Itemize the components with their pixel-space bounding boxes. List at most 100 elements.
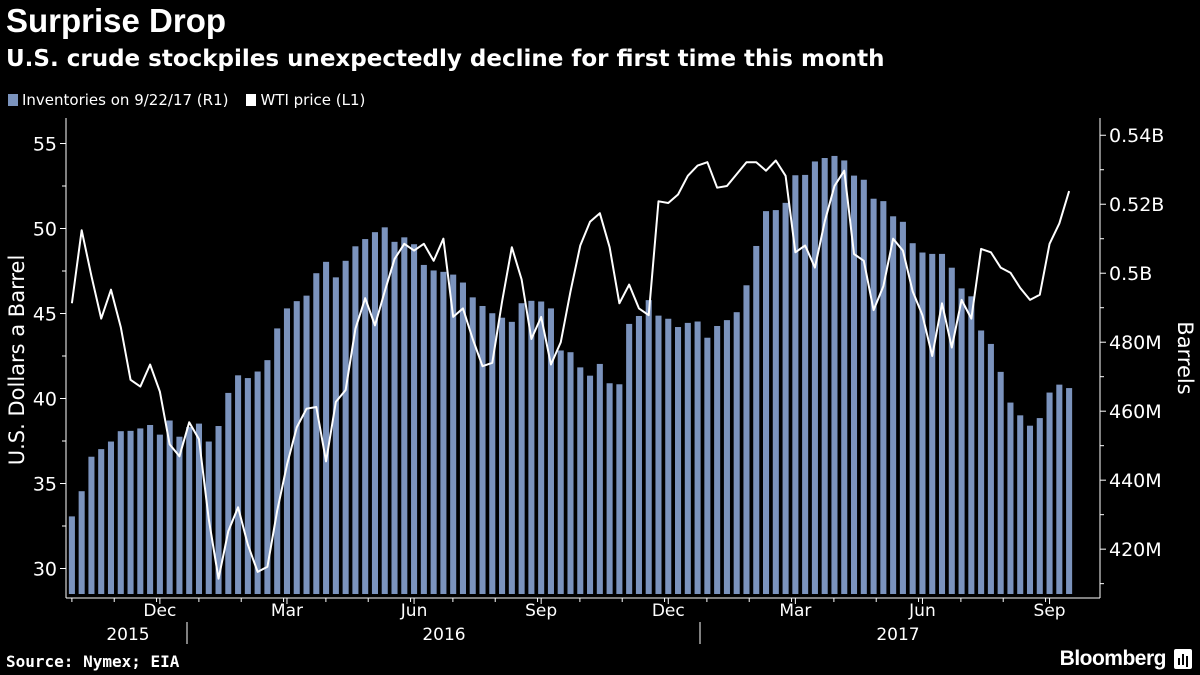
inventory-bar	[802, 174, 809, 594]
inventory-bar	[743, 285, 750, 594]
inventory-bar	[127, 430, 134, 594]
inventory-bar	[107, 441, 115, 594]
inventory-bar	[459, 282, 466, 594]
inventory-bar	[753, 245, 760, 594]
y-left-tick-label: 40	[33, 389, 57, 411]
x-year-label: 2016	[422, 625, 465, 645]
inventory-bar	[733, 312, 740, 594]
inventory-bar	[821, 158, 828, 594]
inventory-bar	[518, 303, 525, 594]
x-month-label: Jun	[400, 601, 428, 621]
inventory-bar	[929, 253, 936, 594]
inventory-bar	[1066, 388, 1073, 594]
inventory-bar	[860, 179, 867, 595]
inventory-bar	[684, 322, 691, 594]
inventory-bar	[332, 277, 339, 594]
inventory-bar	[782, 202, 789, 594]
inventory-bar	[723, 320, 730, 594]
chart-axes: 30 35 40 45 50 55 420M 440M 460M 480M 0.5B 0.52B 0.5…	[33, 118, 1164, 645]
inventory-bar	[391, 241, 398, 594]
inventory-bar	[763, 211, 770, 594]
inventory-bar	[694, 321, 701, 594]
x-month-label: Mar	[271, 601, 303, 621]
inventory-bar	[1056, 384, 1063, 594]
inventory-bar	[841, 160, 848, 594]
y-right-tick-label: 460M	[1109, 401, 1162, 423]
y-left-tick-label: 35	[33, 474, 57, 496]
inventory-bar	[499, 317, 506, 594]
inventory-bar	[78, 491, 85, 594]
x-month-label: Dec	[652, 601, 685, 621]
inventory-bar	[352, 246, 359, 594]
y-right-tick-label: 0.52B	[1109, 194, 1164, 216]
inventory-bar	[479, 305, 486, 594]
legend-swatch-wti	[246, 94, 257, 106]
inventory-bar	[117, 431, 124, 594]
chart-subtitle: U.S. crude stockpiles unexpectedly decli…	[6, 46, 885, 72]
inventory-bar	[645, 300, 652, 594]
inventory-bar	[557, 350, 564, 594]
inventory-bar	[313, 273, 320, 594]
inventory-bar	[948, 267, 955, 594]
inventory-bar	[156, 434, 163, 594]
x-month-label: Sep	[525, 601, 557, 621]
inventory-bar	[704, 337, 711, 594]
inventory-bars	[68, 155, 1073, 595]
legend-label-inventories: Inventories on 9/22/17 (R1)	[22, 91, 229, 109]
inventory-bar	[137, 428, 144, 594]
inventory-bar	[880, 201, 887, 594]
wti-price-line	[70, 159, 1071, 580]
inventory-bar	[303, 295, 310, 594]
y-right-tick-label: 0.54B	[1109, 125, 1164, 147]
inventory-bar	[870, 198, 877, 594]
inventory-bar	[68, 516, 75, 594]
inventory-bar	[587, 375, 594, 594]
brand-chart-icon	[1174, 649, 1192, 669]
inventory-bar	[166, 420, 173, 594]
y-left-tick-label: 50	[33, 219, 57, 241]
inventory-bar	[489, 313, 496, 594]
inventory-bar	[1026, 425, 1034, 594]
inventory-bar	[1046, 392, 1053, 594]
inventory-bar	[538, 301, 545, 594]
inventory-bar	[264, 360, 271, 594]
x-year-label: 2017	[876, 625, 919, 645]
inventory-bar	[655, 315, 662, 594]
y-right-tick-label: 440M	[1109, 470, 1162, 492]
y-axis-right-label: Barrels	[1173, 321, 1197, 394]
inventory-bar	[176, 436, 183, 594]
inventory-bar	[147, 424, 154, 594]
inventory-bar	[450, 274, 457, 594]
inventory-bar	[606, 383, 613, 594]
inventory-bar	[567, 352, 574, 594]
inventory-bar	[919, 252, 926, 594]
inventory-bar	[978, 330, 985, 594]
inventory-bar	[215, 426, 222, 594]
chart-plot: 30 35 40 45 50 55 420M 440M 460M 480M 0.5B 0.52B 0.5…	[5, 118, 1197, 645]
inventory-bar	[342, 260, 349, 594]
inventory-bar	[430, 270, 437, 594]
inventory-bar	[411, 244, 418, 595]
legend-swatch-inventories	[8, 94, 18, 106]
x-month-label: Jun	[908, 601, 936, 621]
inventory-bar	[371, 232, 378, 595]
inventory-bar	[274, 328, 281, 594]
inventory-bar	[508, 321, 515, 594]
inventory-bar	[1017, 415, 1024, 594]
legend: Inventories on 9/22/17 (R1) WTI price (L…	[8, 91, 365, 109]
inventory-bar	[254, 371, 261, 594]
inventory-bar	[440, 271, 447, 594]
y-right-tick-label: 0.5B	[1109, 263, 1152, 285]
inventory-bar	[323, 261, 330, 594]
y-right-tick-label: 480M	[1109, 332, 1162, 354]
inventory-bar	[899, 221, 906, 594]
inventory-bar	[293, 301, 300, 594]
inventory-bar	[1007, 402, 1014, 594]
inventory-bar	[792, 175, 799, 594]
inventory-bar	[626, 323, 633, 594]
y-left-tick-label: 55	[33, 134, 57, 156]
inventory-bar	[362, 239, 369, 594]
inventory-bar	[890, 216, 897, 595]
inventory-bar	[88, 456, 95, 594]
inventory-bar	[850, 175, 858, 594]
